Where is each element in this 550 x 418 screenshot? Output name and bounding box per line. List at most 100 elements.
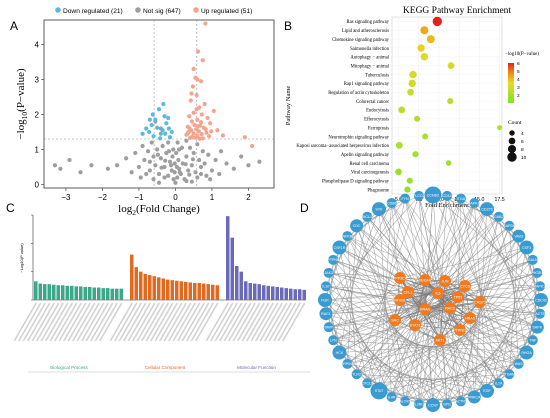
network-edge bbox=[339, 339, 533, 353]
down-point bbox=[144, 126, 149, 131]
notsig-point bbox=[167, 159, 173, 164]
outer-node-label: ACTB bbox=[535, 312, 545, 316]
notsig-point bbox=[173, 180, 178, 185]
go-category-label-stub bbox=[85, 302, 109, 342]
network-edge bbox=[356, 195, 420, 375]
network-edge bbox=[439, 280, 446, 341]
network-edge bbox=[414, 324, 420, 405]
outer-node bbox=[320, 281, 331, 292]
go-barchart-panel: −Log10(P value) Biological Process Cellula… bbox=[13, 214, 310, 373]
kegg-dot bbox=[417, 44, 425, 52]
network-edge bbox=[432, 194, 519, 365]
kegg-dot bbox=[445, 160, 452, 166]
network-edge bbox=[414, 259, 533, 326]
network-edge bbox=[325, 279, 426, 314]
outer-node bbox=[362, 378, 373, 389]
network-edge bbox=[460, 198, 500, 384]
network-edge bbox=[414, 324, 461, 331]
inner-node bbox=[402, 286, 414, 298]
outer-node-label: NFKB bbox=[343, 234, 353, 238]
up-point bbox=[187, 135, 193, 141]
colorbar-tick-label: 2 bbox=[517, 93, 520, 99]
outer-node-label: ALOX5 bbox=[399, 400, 411, 404]
go-bar bbox=[215, 285, 219, 300]
go-bar bbox=[101, 288, 105, 300]
go-category-label-stub bbox=[241, 302, 265, 342]
down-point bbox=[151, 134, 156, 139]
outer-node-label: MMP bbox=[324, 325, 333, 329]
notsig-point bbox=[145, 149, 151, 154]
go-category-label-stub bbox=[54, 302, 78, 342]
outer-node-label: EGF bbox=[483, 389, 491, 393]
go-bar bbox=[239, 271, 243, 300]
down-point bbox=[167, 135, 173, 140]
network-edge bbox=[378, 208, 441, 341]
go-category-label-stub bbox=[127, 302, 151, 342]
notsig-point bbox=[190, 157, 196, 162]
network-edge bbox=[356, 313, 541, 375]
outer-node bbox=[469, 197, 480, 208]
go-bar bbox=[275, 286, 279, 300]
network-edge bbox=[399, 247, 527, 279]
go-category-label-stub bbox=[36, 302, 60, 342]
kegg-pathway-label: Autophagy − animal bbox=[350, 56, 389, 61]
network-edge bbox=[439, 296, 459, 341]
go-category-label-stub bbox=[136, 302, 160, 342]
up-point bbox=[200, 58, 205, 63]
outer-node bbox=[413, 399, 424, 410]
notsig-point bbox=[202, 161, 207, 166]
notsig-point bbox=[257, 159, 262, 164]
outer-node bbox=[512, 229, 526, 243]
go-bar bbox=[56, 285, 60, 300]
network-edge bbox=[347, 236, 357, 375]
kegg-dot bbox=[432, 16, 442, 27]
notsig-point bbox=[175, 175, 180, 180]
panel-letter-a: A bbox=[10, 19, 18, 33]
go-bar bbox=[170, 280, 174, 300]
notsig-point bbox=[155, 152, 161, 157]
outer-node bbox=[442, 399, 453, 410]
network-edge bbox=[459, 329, 533, 341]
legend-label: Up regulated (51) bbox=[201, 8, 252, 15]
inner-node bbox=[439, 275, 451, 287]
outer-node bbox=[319, 307, 333, 321]
network-edge bbox=[399, 299, 471, 319]
outer-node-label: LYN bbox=[330, 338, 337, 342]
y-tick-label: 1 bbox=[35, 146, 40, 155]
network-edge bbox=[325, 286, 488, 392]
outer-node-label: FGR bbox=[321, 298, 329, 302]
y-tick-label: 2 bbox=[35, 111, 40, 120]
network-edge bbox=[356, 225, 420, 405]
volcano-plot-panel: −3 −2 −1 0 1 2 0 1 2 3 4 Down regulated (21) Not sig… bbox=[15, 7, 275, 217]
volcano-plot-frame bbox=[43, 19, 275, 189]
notsig-point bbox=[151, 154, 156, 159]
outer-node-label: CD14 bbox=[442, 194, 451, 198]
colorbar-tick-label: 4 bbox=[517, 77, 520, 83]
go-category-label-stub bbox=[246, 302, 270, 342]
network-edge bbox=[449, 307, 499, 384]
outer-node bbox=[342, 358, 353, 369]
kegg-x-tick-label: 17.5 bbox=[495, 197, 505, 203]
notsig-point bbox=[239, 154, 244, 159]
outer-node bbox=[424, 186, 442, 204]
outer-node-label: RHOA bbox=[521, 351, 532, 355]
go-bar bbox=[38, 283, 42, 300]
go-category-label-stub bbox=[22, 302, 46, 342]
notsig-point bbox=[129, 170, 134, 175]
network-edge bbox=[333, 339, 462, 402]
up-point bbox=[249, 143, 255, 149]
network-edge bbox=[424, 279, 471, 319]
go-bar bbox=[130, 254, 134, 300]
go-bar bbox=[115, 288, 119, 300]
up-point bbox=[194, 107, 199, 112]
go-bar bbox=[179, 281, 183, 300]
go-category-label-stub bbox=[186, 302, 210, 342]
up-point bbox=[198, 120, 204, 125]
outer-node bbox=[535, 281, 546, 292]
size-legend-dot bbox=[507, 152, 517, 162]
outer-node-label: IL1A bbox=[495, 382, 503, 386]
go-bar bbox=[197, 283, 201, 300]
down-point bbox=[160, 128, 165, 133]
